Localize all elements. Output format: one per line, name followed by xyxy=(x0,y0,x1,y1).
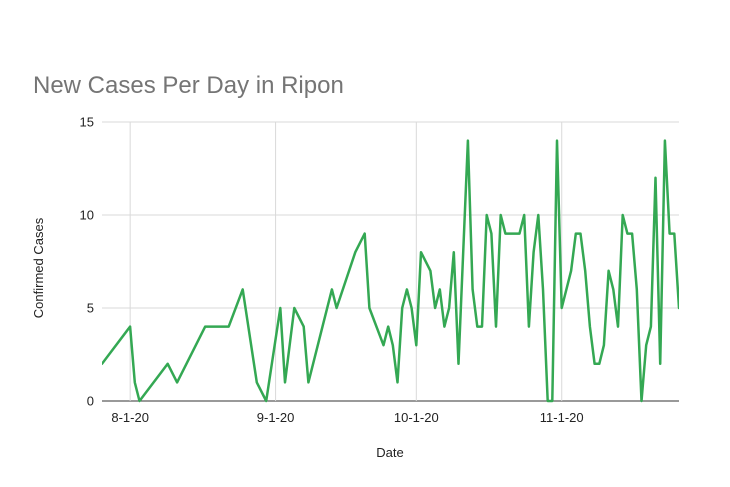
chart-title: New Cases Per Day in Ripon xyxy=(33,72,344,99)
y-tick-label: 15 xyxy=(80,115,94,130)
y-tick-label: 5 xyxy=(87,301,94,316)
x-tick-label: 8-1-20 xyxy=(111,410,149,425)
y-tick-label: 10 xyxy=(80,208,94,223)
series-line-confirmed-cases xyxy=(102,139,679,403)
x-tick-label: 10-1-20 xyxy=(394,410,439,425)
x-tick-label: 11-1-20 xyxy=(540,410,584,425)
gridlines xyxy=(102,121,679,402)
x-tick-labels: 8-1-20 9-1-20 10-1-20 11-1-20 xyxy=(111,410,583,425)
x-tick-label: 9-1-20 xyxy=(257,410,295,425)
series-layer xyxy=(102,139,679,403)
y-axis-title: Confirmed Cases xyxy=(31,217,46,318)
y-tick-label: 0 xyxy=(87,394,94,409)
y-tick-labels: 0 5 10 15 xyxy=(80,115,94,409)
x-axis-title: Date xyxy=(376,445,403,460)
